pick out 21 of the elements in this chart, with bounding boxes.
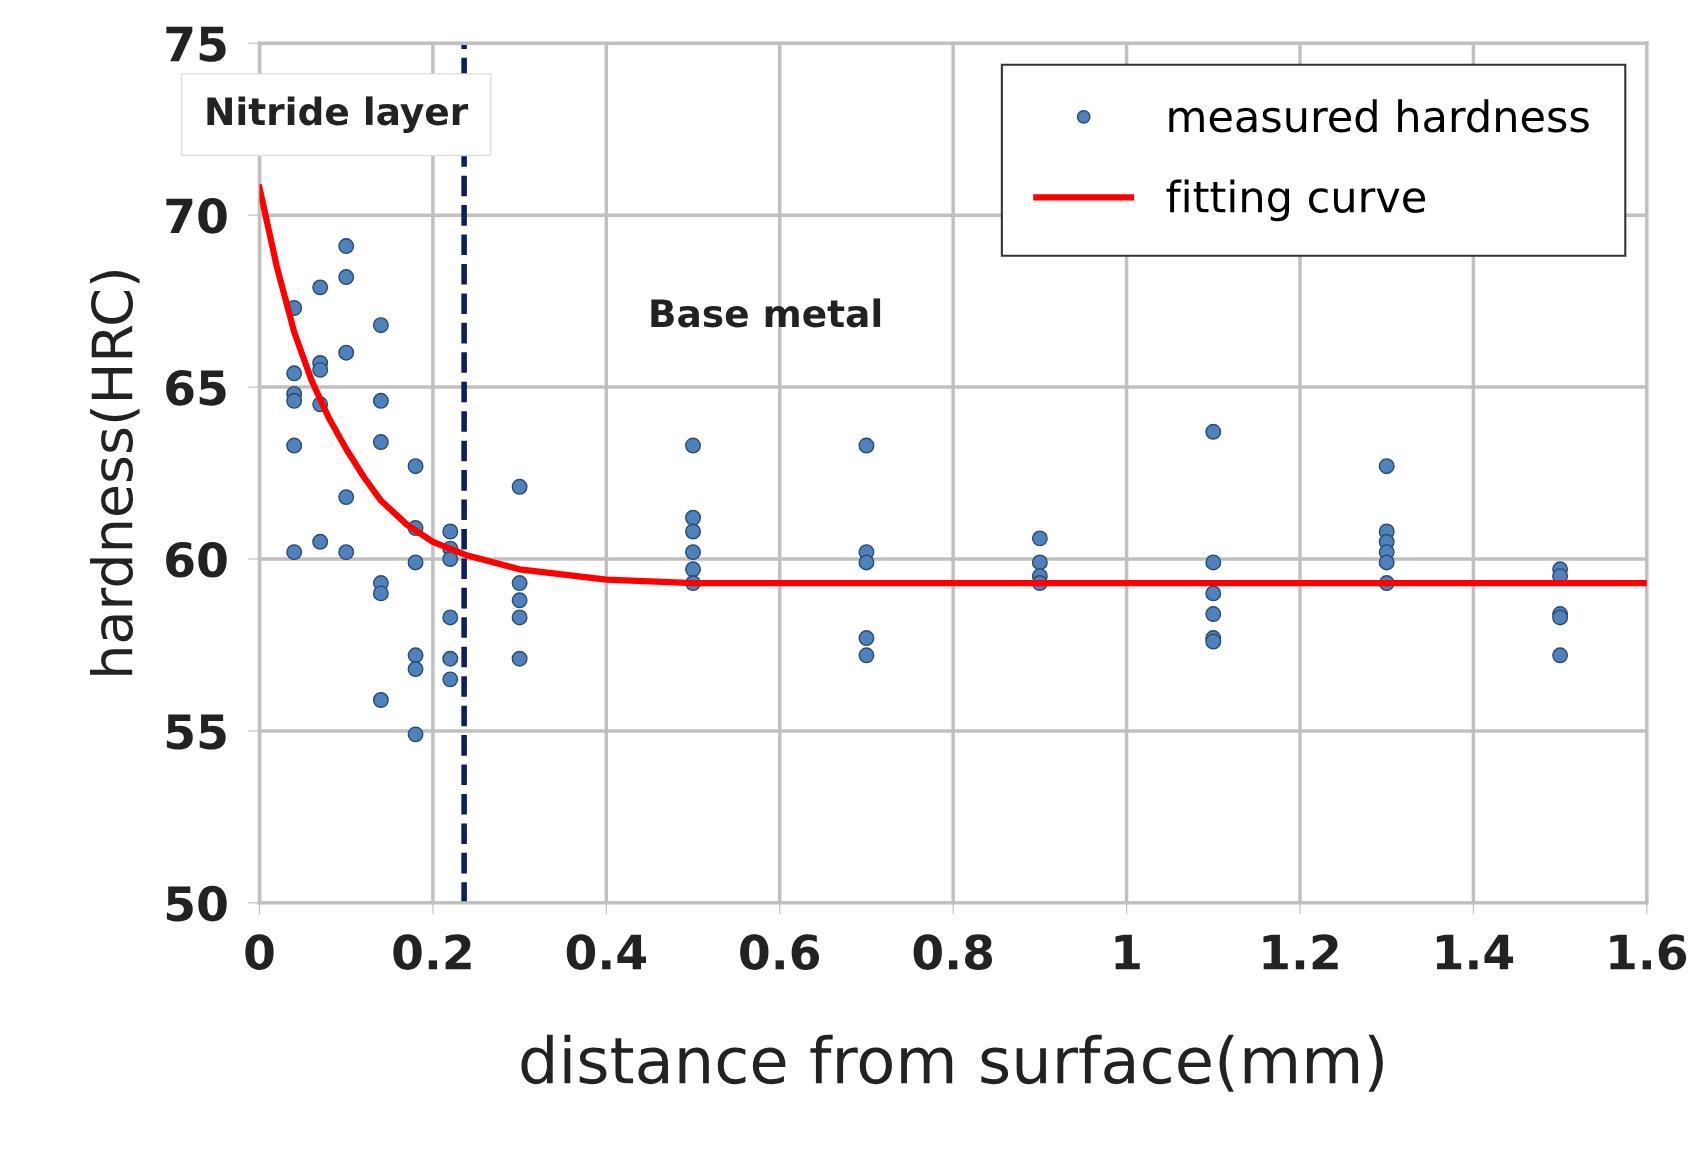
annotation: Base metal	[651, 298, 881, 328]
x-tick-label: 0	[245, 934, 274, 970]
x-tick-label: 0.6	[740, 934, 820, 970]
x-tick-label: 1	[1115, 934, 1140, 970]
x-tick-label: 0.8	[913, 934, 993, 970]
y-tick-label: 50	[166, 885, 227, 922]
y-tick-label: 70	[166, 198, 227, 234]
legend-label: fitting curve	[1166, 179, 1425, 222]
x-tick-label: 0.4	[566, 934, 646, 970]
x-tick-label: 1.2	[1263, 934, 1338, 970]
legend-label: measured hardness	[1169, 99, 1589, 133]
y-tick-label: 60	[166, 541, 227, 578]
y-axis-title: hardness(HRC)	[90, 271, 140, 675]
y-tick-label: 75	[166, 26, 226, 62]
x-tick-label: 1.6	[1610, 934, 1687, 970]
x-tick-label: 0.2	[393, 934, 471, 970]
x-axis-title: distance from surface(mm)	[521, 1034, 1383, 1092]
x-tick-label: 1.4	[1436, 934, 1514, 970]
annotation: Nitride layer	[207, 96, 469, 133]
y-tick-label: 65	[166, 370, 226, 406]
y-tick-label: 55	[166, 714, 226, 750]
